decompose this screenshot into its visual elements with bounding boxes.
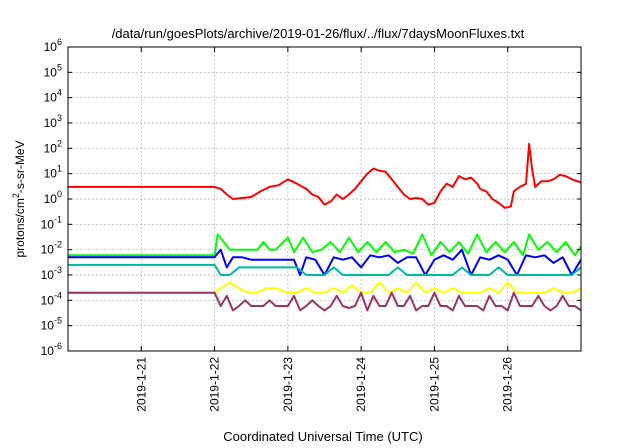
y-tick-base: 10 [41,293,55,307]
y-tick-exponent: 6 [57,37,62,47]
y-tick-exponent: -3 [54,265,62,275]
y-tick-label: 10-4 [41,290,62,307]
y-axis-ticks: 10-610-510-410-310-210-11001011021031041… [41,37,581,358]
y-tick-exponent: 0 [57,189,62,199]
y-tick-base: 10 [44,192,58,206]
y-tick-label: 105 [44,62,62,79]
y-tick-base: 10 [41,268,55,282]
y-tick-label: 10-2 [41,240,62,257]
y-tick-base: 10 [44,40,58,54]
y-tick-label: 10-6 [41,341,62,358]
y-tick-exponent: -6 [54,341,62,351]
y-axis-label-suffix: -s-sr-MeV [13,140,27,193]
chart-title: /data/run/goesPlots/archive/2019-01-26/f… [112,26,525,41]
x-axis-label: Coordinated Universal Time (UTC) [223,429,422,444]
y-tick-exponent: -5 [54,316,62,326]
x-tick-label: 2019-1-22 [208,357,222,412]
y-tick-label: 10-5 [41,316,62,333]
y-tick-base: 10 [44,116,58,130]
series-line-1 [68,142,581,209]
x-tick-label: 2019-1-25 [427,357,441,412]
y-tick-exponent: -1 [54,214,62,224]
series-line-6 [68,291,581,312]
y-tick-base: 10 [41,344,55,358]
plot-frame [67,46,582,352]
y-tick-exponent: -4 [54,290,62,300]
y-tick-label: 103 [44,113,62,130]
y-tick-base: 10 [44,167,58,181]
x-tick-label: 2019-1-23 [281,357,295,412]
y-axis-label: protons/cm2-s-sr-MeV [11,140,27,257]
y-tick-base: 10 [44,65,58,79]
series-line-3 [68,248,581,276]
series-line-2 [68,233,581,257]
y-tick-base: 10 [44,141,58,155]
grid [68,47,581,351]
y-tick-exponent: -2 [54,240,62,250]
y-tick-base: 10 [41,243,55,257]
y-tick-exponent: 3 [57,113,62,123]
x-axis-ticks: 2019-1-21 2019-1-22 2019-1-23 2019-1-24 2019… [134,47,515,412]
y-tick-exponent: 5 [57,62,62,72]
y-tick-label: 10-1 [41,214,62,231]
x-tick-label: 2019-1-26 [501,357,515,412]
y-tick-label: 100 [44,189,62,206]
y-tick-base: 10 [44,91,58,105]
y-tick-exponent: 2 [57,138,62,148]
y-axis-label-main: protons/cm [13,198,27,257]
series-line-4 [68,263,581,276]
y-tick-label: 101 [44,164,62,181]
y-tick-base: 10 [41,217,55,231]
y-tick-label: 104 [44,88,62,105]
series-group [68,142,581,312]
y-tick-label: 10-3 [41,265,62,282]
x-tick-label: 2019-1-24 [354,357,368,412]
x-tick-label: 2019-1-21 [134,357,148,412]
y-tick-label: 102 [44,138,62,155]
y-tick-base: 10 [41,319,55,333]
y-tick-exponent: 4 [57,88,62,98]
y-tick-label: 106 [44,37,62,54]
y-tick-exponent: 1 [57,164,62,174]
y-axis-label-superscript: 2 [11,193,21,198]
series-line-5 [68,281,581,294]
